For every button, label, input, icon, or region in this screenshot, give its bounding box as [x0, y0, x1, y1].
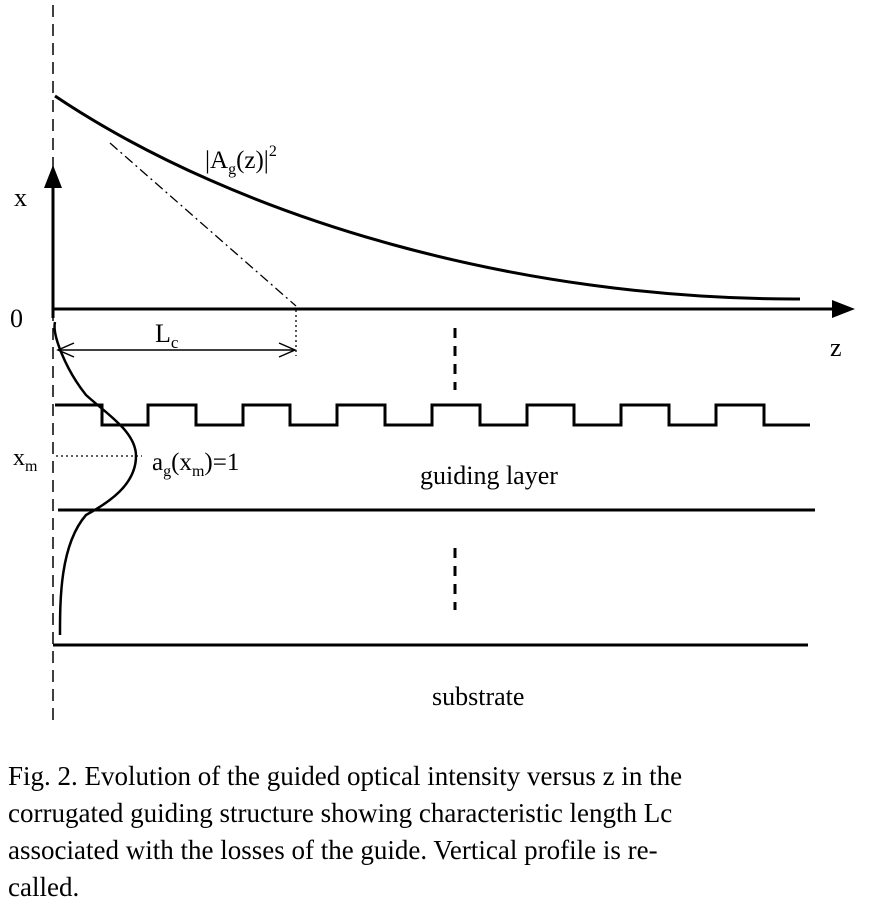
x-axis-arrowhead [44, 165, 62, 188]
caption-line-2: corrugated guiding structure showing cha… [8, 798, 673, 828]
xm-label: xm [13, 445, 38, 475]
x-axis-label: x [14, 183, 27, 212]
corrugated-grating [55, 403, 810, 427]
z-axis-arrowhead [832, 300, 855, 318]
profile-normalization-label: ag(xm)=1 [152, 449, 239, 480]
caption-line-1: Fig. 2. Evolution of the guided optical … [8, 761, 683, 791]
tangent-line [109, 142, 297, 307]
z-axis-label: z [830, 333, 842, 362]
origin-label: 0 [10, 304, 23, 333]
caption-line-3: associated with the losses of the guide.… [8, 835, 658, 865]
substrate-label: substrate [432, 682, 524, 711]
intensity-label: |Ag(z)|2 [205, 143, 277, 178]
guiding-layer-label: guiding layer [420, 461, 558, 490]
figure-caption: Fig. 2. Evolution of the guided optical … [8, 758, 868, 906]
intensity-decay-curve [54, 94, 801, 301]
caption-line-4: called. [8, 872, 80, 902]
lc-arrow-left-head [56, 342, 75, 358]
lc-label: Lc [155, 319, 179, 352]
waveguide-diagram: x 0 z |Ag(z)|2 Lc xm ag(xm)=1 guiding la… [10, 5, 855, 725]
lc-arrow-right-head [278, 342, 297, 358]
mode-profile-curve [53, 321, 138, 636]
